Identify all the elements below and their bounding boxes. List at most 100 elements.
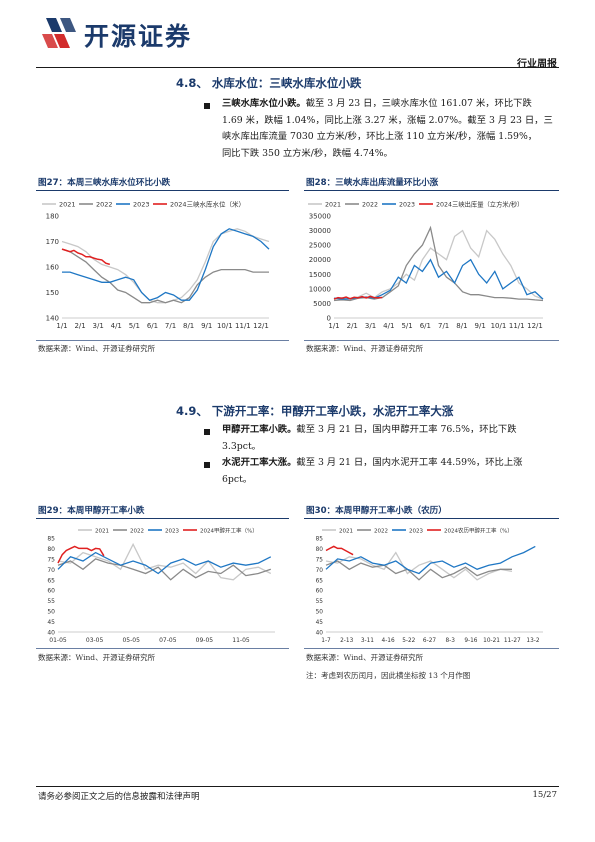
y-tick-label: 10000 <box>309 285 331 293</box>
x-tick-label: 11-27 <box>504 638 521 644</box>
x-tick-label: 4/1 <box>383 322 394 330</box>
legend: 2021 2022 2023 2024农历甲醇开工率（%） <box>322 527 513 535</box>
x-tick-label: 8/1 <box>183 322 194 330</box>
x-axis: 1/1 2/1 3/1 4/1 5/1 6/1 7/1 8/1 9/1 10/1 11/1 12/1 <box>328 322 543 330</box>
series-line-3 <box>62 228 270 301</box>
fig27-chart: 2021 2022 2023 2024三峡水库水位（米） 140 150 160 170 180… <box>42 200 270 330</box>
y-tick-label: 35000 <box>309 213 331 221</box>
series-line-1 <box>61 228 270 304</box>
x-tick-label: 2/1 <box>74 322 85 330</box>
fig30-top-rule <box>304 518 559 519</box>
x-tick-label: 4/1 <box>111 322 122 330</box>
x-tick-label: 8/1 <box>456 322 467 330</box>
fig30-bottom-rule <box>304 648 559 649</box>
series-line-4 <box>325 545 354 556</box>
x-axis: 01-05 03-05 05-05 07-05 09-05 11-05 <box>49 637 250 644</box>
y-tick-label: 65 <box>316 578 324 584</box>
bullet-icon <box>204 103 210 109</box>
fig29-title: 图29：本周甲醇开工率小跌 <box>38 506 145 516</box>
para-line-1: 1.69 米，跌幅 1.04%，同比上涨 3.27 米，涨幅 2.07%。截至 … <box>222 114 553 126</box>
y-tick-label: 60 <box>47 588 55 595</box>
fig29-top-rule <box>36 518 289 519</box>
para-line-0: 截至 3 月 23 日，三峡水库水位 161.07 米，环比下跌 <box>305 98 532 109</box>
legend-label: 2023 <box>409 529 423 535</box>
b2-line-0: 截至 3 月 21 日，国内水泥开工率 44.59%，环比上涨 <box>296 457 523 468</box>
y-axis: 40 45 50 55 60 65 70 75 80 85 <box>47 536 55 637</box>
x-tick-label: 4-16 <box>382 638 395 644</box>
fig28-bottom-rule <box>304 340 559 341</box>
y-axis: 140 150 160 170 180 <box>46 213 59 323</box>
legend-label: 2024农历甲醇开工率（%） <box>444 527 513 535</box>
y-tick-label: 40 <box>316 631 324 637</box>
para-line-3: 同比下跌 350 立方米/秒，跌幅 4.74%。 <box>222 147 393 159</box>
b2-lead: 水泥开工率大涨。 <box>222 457 297 468</box>
series-line-4 <box>333 295 383 300</box>
footer-rule <box>36 786 559 787</box>
x-tick-label: 2/1 <box>347 322 358 330</box>
series-line-3 <box>57 551 272 575</box>
fig28-top-rule <box>304 190 559 191</box>
y-tick-label: 25000 <box>309 242 331 250</box>
y-tick-label: 55 <box>47 598 55 605</box>
section-48-paragraph: 三峡水库水位小跌。截至 3 月 23 日，三峡水库水位 161.07 米，环比下… <box>222 96 560 162</box>
fig29-bottom-rule <box>36 648 289 649</box>
legend: 2021 2022 2023 2024三峡出库量（立方米/秒） <box>308 200 523 209</box>
y-tick-label: 60 <box>316 589 324 595</box>
section-49-title: 4.9、 下游开工率：甲醇开工率小跌，水泥开工率大涨 <box>176 404 454 418</box>
para-lead: 三峡水库水位小跌。 <box>222 98 306 109</box>
x-tick-label: 7/1 <box>438 322 449 330</box>
series-line-2 <box>325 560 512 581</box>
fig30-chart: 2021 2022 2023 2024农历甲醇开工率（%） 40 45 50 55 60 65 70… <box>316 527 543 644</box>
legend-label: 2022 <box>374 529 388 535</box>
legend-label: 2021 <box>95 529 109 535</box>
y-tick-label: 75 <box>47 556 55 563</box>
section-49-bullet-2: 水泥开工率大涨。截至 3 月 21 日，国内水泥开工率 44.59%，环比上涨 … <box>222 455 560 488</box>
x-tick-label: 03-05 <box>86 637 104 644</box>
x-axis: 1-7 2-13 3-11 4-16 5-22 6-27 8-3 9-16 10-21 11-27… <box>321 638 540 644</box>
x-tick-label: 5/1 <box>129 322 140 330</box>
para-line-2: 峡水库出库流量 7030 立方米/秒，环比上涨 110 立方米/秒，涨幅 1.5… <box>222 131 538 142</box>
series-line-2 <box>333 225 544 302</box>
x-tick-label: 05-05 <box>122 637 140 644</box>
fig27-bottom-rule <box>36 340 289 341</box>
legend: 2021 2022 2023 2024甲醇开工率（%） <box>78 527 258 535</box>
x-tick-label: 6-27 <box>423 638 436 644</box>
brand-name: 开源证券 <box>84 22 193 51</box>
y-tick-label: 75 <box>316 557 324 563</box>
x-tick-label: 3/1 <box>365 322 376 330</box>
legend-label: 2024三峡水库水位（米） <box>170 200 245 209</box>
bullet-icon <box>204 462 210 468</box>
legend-label: 2021 <box>339 529 353 535</box>
y-tick-label: 20000 <box>309 256 331 264</box>
y-tick-label: 30000 <box>309 227 331 235</box>
series-line-3 <box>325 545 536 575</box>
x-tick-label: 5/1 <box>401 322 412 330</box>
y-tick-label: 50 <box>316 610 324 616</box>
fig28-title: 图28：三峡水库出库流量环比小涨 <box>306 178 439 188</box>
y-tick-label: 150 <box>46 289 59 297</box>
b1-line-1: 3.3pct。 <box>222 440 261 452</box>
y-tick-label: 15000 <box>309 271 331 279</box>
y-tick-label: 0 <box>327 315 331 323</box>
footer-disclaimer: 请务必参阅正文之后的信息披露和法律声明 <box>38 792 200 802</box>
x-tick-label: 6/1 <box>147 322 158 330</box>
x-tick-label: 9/1 <box>201 322 212 330</box>
bullet-icon <box>204 429 210 435</box>
x-tick-label: 13-2 <box>526 638 539 644</box>
legend-label: 2023 <box>399 202 415 209</box>
brand-logo-icon <box>42 18 76 48</box>
x-tick-label: 10/1 <box>491 322 507 330</box>
y-tick-label: 85 <box>47 536 55 543</box>
x-tick-label: 09-05 <box>196 637 214 644</box>
fig30-source: 数据来源：Wind、开源证券研究所 <box>306 653 424 662</box>
section-49-bullet-1: 甲醇开工率小跌。截至 3 月 21 日，国内甲醇开工率 76.5%，环比下跌 3… <box>222 422 560 455</box>
series-line-4 <box>61 248 111 266</box>
y-tick-label: 55 <box>316 599 324 605</box>
y-tick-label: 45 <box>316 620 324 626</box>
fig27-title: 图27：本周三峡水库水位环比小跌 <box>38 178 171 188</box>
brand-logo: 开源证券 <box>40 16 230 52</box>
y-tick-label: 45 <box>47 619 55 626</box>
fig29-source: 数据来源：Wind、开源证券研究所 <box>38 653 156 662</box>
x-tick-label: 5-22 <box>402 638 415 644</box>
x-tick-label: 11-05 <box>232 637 250 644</box>
